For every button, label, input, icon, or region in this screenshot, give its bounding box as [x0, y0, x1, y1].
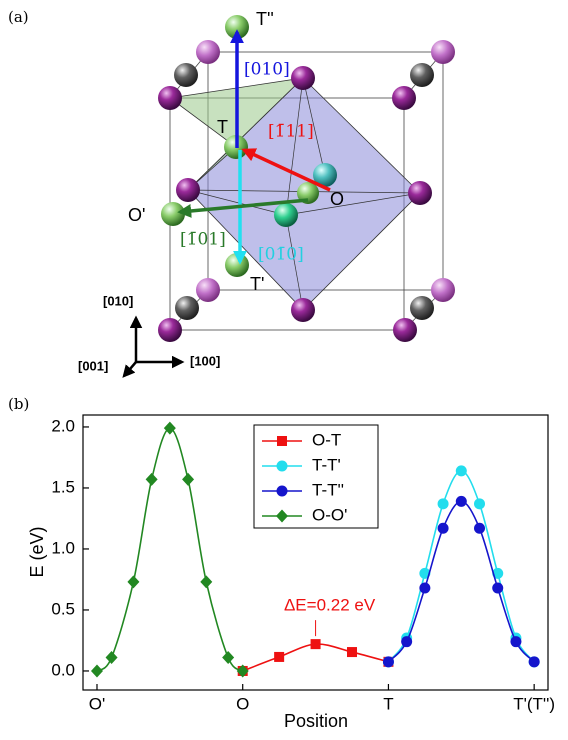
axis-triad-label: [010]	[103, 293, 133, 308]
marker	[106, 651, 118, 664]
site-label: T	[217, 117, 228, 137]
structure: (a) T'' T O O' T' [010] [1̄11] [01̄0] [1…	[8, 8, 455, 376]
x-tick-label: O'	[89, 694, 105, 713]
series-line	[97, 428, 243, 671]
direction-label: [01̄0]	[258, 245, 304, 265]
page: (a) T'' T O O' T' [010] [1̄11] [01̄0] [1…	[0, 0, 568, 735]
legend-label: O-O'	[312, 505, 347, 524]
marker	[438, 523, 449, 534]
y-tick-label: 0.0	[51, 660, 75, 679]
x-tick-label: O	[236, 694, 249, 713]
x-tick-label: T	[383, 694, 393, 713]
marker	[277, 486, 288, 497]
marker	[401, 636, 412, 647]
axis-triad-label: [100]	[190, 353, 220, 368]
figure: (a) T'' T O O' T' [010] [1̄11] [01̄0] [1…	[0, 0, 568, 735]
marker	[274, 652, 284, 662]
legend-label: T-T''	[312, 480, 344, 499]
annotation: ΔE=0.22 eV	[284, 596, 376, 615]
marker	[492, 583, 503, 594]
plot-area: 0.0 0.5 1.0 1.5 2.0 O' O T T'(T'') ΔE=0.22 eV O-T T…	[51, 416, 555, 713]
y-tick-label: 1.0	[51, 538, 75, 557]
y-tick-label: 2.0	[51, 416, 75, 435]
legend-label: T-T'	[312, 455, 341, 474]
marker	[222, 651, 234, 664]
marker	[277, 461, 288, 472]
y-tick-label: 1.5	[51, 477, 75, 496]
marker	[91, 664, 103, 677]
axis-triad-label: [001]	[78, 358, 108, 373]
marker	[347, 647, 357, 657]
site-label: O'	[128, 205, 145, 225]
marker	[146, 473, 158, 486]
marker	[529, 656, 540, 667]
legend-label: O-T	[312, 430, 341, 449]
panel-label: (a)	[8, 8, 29, 26]
x-axis-label: Position	[284, 711, 348, 731]
marker	[474, 523, 485, 534]
direction-label: [1̄11]	[268, 122, 314, 142]
marker	[182, 473, 194, 486]
x-tick-label: T'(T'')	[513, 694, 555, 713]
site-label: O	[330, 189, 344, 209]
direction-label: [1̄01]	[180, 230, 226, 250]
y-axis-label: E (eV)	[27, 526, 47, 577]
direction-label: [010]	[244, 60, 290, 80]
marker	[456, 465, 467, 476]
site-label: T'	[250, 274, 264, 294]
marker	[277, 436, 287, 446]
marker	[510, 636, 521, 647]
panel-label: (b)	[8, 395, 29, 413]
marker	[474, 498, 485, 509]
y-tick-label: 0.5	[51, 599, 75, 618]
marker	[419, 583, 430, 594]
marker	[311, 639, 321, 649]
marker	[200, 575, 212, 588]
legend: O-T T-T' T-T'' O-O'	[254, 425, 378, 528]
marker	[456, 496, 467, 507]
marker	[438, 498, 449, 509]
marker	[383, 656, 394, 667]
site-label: T''	[256, 9, 274, 29]
marker	[127, 575, 139, 588]
